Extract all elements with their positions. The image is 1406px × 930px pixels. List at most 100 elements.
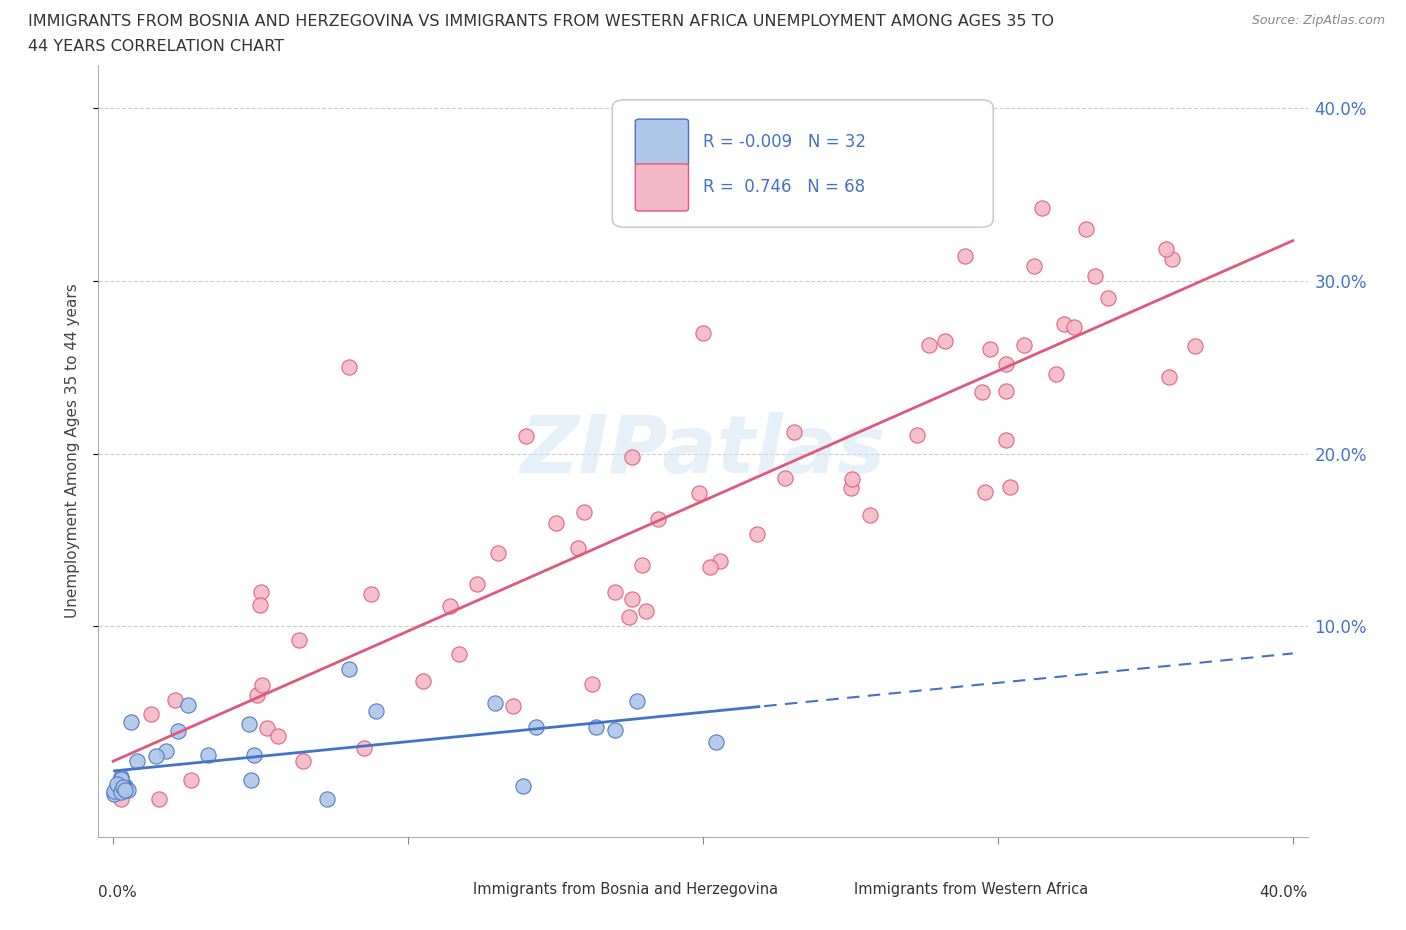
- Point: [292, 753, 315, 768]
- Point: [145, 749, 167, 764]
- Point: [243, 748, 266, 763]
- Point: [439, 599, 461, 614]
- Point: [1045, 367, 1067, 382]
- Point: [287, 632, 309, 647]
- FancyBboxPatch shape: [810, 878, 844, 903]
- Point: [955, 249, 977, 264]
- Point: [647, 512, 669, 526]
- Point: [581, 677, 603, 692]
- FancyBboxPatch shape: [429, 878, 463, 903]
- Point: [1154, 242, 1177, 257]
- Point: [585, 719, 607, 734]
- Point: [316, 791, 339, 806]
- Point: [1157, 370, 1180, 385]
- Point: [180, 772, 202, 787]
- Point: [512, 778, 534, 793]
- Point: [139, 707, 162, 722]
- Point: [631, 558, 654, 573]
- Point: [970, 384, 993, 399]
- Point: [353, 740, 375, 755]
- Point: [995, 433, 1018, 448]
- Point: [1161, 252, 1184, 267]
- Point: [238, 717, 260, 732]
- Point: [1063, 320, 1085, 335]
- Text: IMMIGRANTS FROM BOSNIA AND HERZEGOVINA VS IMMIGRANTS FROM WESTERN AFRICA UNEMPLO: IMMIGRANTS FROM BOSNIA AND HERZEGOVINA V…: [28, 14, 1054, 29]
- Point: [110, 770, 132, 785]
- Point: [979, 342, 1001, 357]
- Point: [337, 360, 360, 375]
- Point: [1076, 221, 1098, 236]
- Text: Source: ZipAtlas.com: Source: ZipAtlas.com: [1251, 14, 1385, 27]
- Point: [905, 427, 928, 442]
- Text: Immigrants from Bosnia and Herzegovina: Immigrants from Bosnia and Herzegovina: [474, 882, 779, 897]
- Text: R = -0.009   N = 32: R = -0.009 N = 32: [703, 133, 866, 152]
- Point: [114, 778, 136, 793]
- Point: [621, 591, 644, 606]
- Point: [103, 783, 125, 798]
- Point: [1097, 290, 1119, 305]
- Point: [486, 546, 509, 561]
- Point: [337, 662, 360, 677]
- Point: [841, 472, 863, 487]
- Point: [1031, 201, 1053, 216]
- Text: Immigrants from Western Africa: Immigrants from Western Africa: [855, 882, 1088, 897]
- FancyBboxPatch shape: [613, 100, 993, 227]
- Point: [619, 609, 641, 624]
- Point: [699, 560, 721, 575]
- Point: [934, 334, 956, 349]
- Y-axis label: Unemployment Among Ages 35 to 44 years: Unemployment Among Ages 35 to 44 years: [65, 284, 80, 618]
- Point: [626, 694, 648, 709]
- Point: [250, 677, 273, 692]
- Point: [688, 485, 710, 500]
- Point: [110, 784, 132, 799]
- Point: [110, 772, 132, 787]
- Point: [108, 782, 131, 797]
- Point: [1022, 259, 1045, 273]
- Point: [524, 719, 547, 734]
- Point: [165, 693, 187, 708]
- Point: [1012, 338, 1035, 352]
- Point: [974, 485, 997, 499]
- Point: [515, 429, 537, 444]
- Point: [709, 553, 731, 568]
- Point: [114, 782, 136, 797]
- Text: 40.0%: 40.0%: [1260, 884, 1308, 900]
- FancyBboxPatch shape: [636, 164, 689, 211]
- Text: 44 YEARS CORRELATION CHART: 44 YEARS CORRELATION CHART: [28, 39, 284, 54]
- Point: [1184, 339, 1206, 353]
- Point: [110, 791, 132, 806]
- Point: [841, 481, 863, 496]
- Point: [567, 540, 589, 555]
- Point: [246, 687, 269, 702]
- Point: [706, 735, 728, 750]
- Point: [117, 782, 139, 797]
- Point: [360, 586, 382, 601]
- Point: [112, 780, 135, 795]
- Point: [1053, 317, 1076, 332]
- Point: [197, 748, 219, 763]
- Point: [364, 704, 387, 719]
- Point: [918, 338, 941, 352]
- Point: [621, 450, 644, 465]
- Point: [484, 696, 506, 711]
- Text: 0.0%: 0.0%: [98, 884, 138, 900]
- Point: [544, 515, 567, 530]
- Point: [125, 753, 148, 768]
- FancyBboxPatch shape: [636, 119, 689, 166]
- Point: [249, 584, 271, 599]
- Point: [155, 744, 177, 759]
- Point: [603, 723, 626, 737]
- Point: [783, 424, 806, 439]
- Point: [1000, 480, 1022, 495]
- Point: [572, 505, 595, 520]
- Point: [605, 584, 627, 599]
- Point: [148, 791, 170, 806]
- Point: [249, 598, 271, 613]
- Point: [858, 508, 880, 523]
- Point: [692, 326, 714, 340]
- Point: [120, 715, 142, 730]
- Point: [995, 356, 1018, 371]
- Point: [103, 786, 125, 801]
- Point: [240, 773, 263, 788]
- Point: [412, 674, 434, 689]
